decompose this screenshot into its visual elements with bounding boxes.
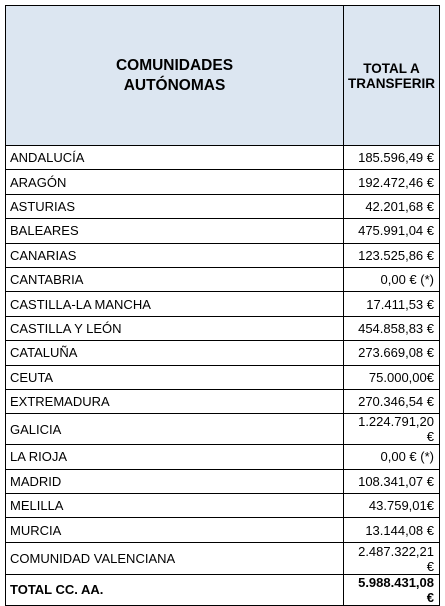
table-row: COMUNIDAD VALENCIANA 2.487.322,21 € bbox=[5, 541, 440, 575]
amount-cell: 108.341,07 € bbox=[343, 468, 440, 495]
table-row: ANDALUCÍA 185.596,49 € bbox=[5, 144, 440, 171]
amount-cell: 43.759,01€ bbox=[343, 493, 440, 519]
table-row: MELILLA 43.759,01€ bbox=[5, 493, 440, 519]
region-cell: CASTILLA Y LEÓN bbox=[5, 315, 344, 342]
region-cell: LA RIOJA bbox=[5, 444, 344, 470]
region-cell: CANTABRIA bbox=[5, 266, 344, 293]
region-cell: GALICIA bbox=[5, 413, 344, 446]
header-row: COMUNIDADES AUTÓNOMAS TOTAL A TRANSFERIR bbox=[5, 5, 440, 146]
table-row: LA RIOJA 0,00 € (*) bbox=[5, 444, 440, 470]
region-cell: BALEARES bbox=[5, 218, 344, 244]
region-cell: MELILLA bbox=[5, 493, 344, 519]
region-cell: ANDALUCÍA bbox=[5, 144, 344, 171]
amount-cell: 273.669,08 € bbox=[343, 340, 440, 366]
amount-cell: 75.000,00€ bbox=[343, 364, 440, 390]
amount-cell: 123.525,86 € bbox=[343, 242, 440, 268]
amount-cell: 0,00 € (*) bbox=[343, 444, 440, 470]
table-row: EXTREMADURA 270.346,54 € bbox=[5, 388, 440, 415]
region-cell: EXTREMADURA bbox=[5, 388, 344, 415]
table-row: CANARIAS 123.525,86 € bbox=[5, 242, 440, 268]
table-row: CASTILLA-LA MANCHA 17.411,53 € bbox=[5, 291, 440, 317]
amount-cell: 475.991,04 € bbox=[343, 218, 440, 244]
table-row: MURCIA 13.144,08 € bbox=[5, 517, 440, 543]
table-row: GALICIA 1.224.791,20 € bbox=[5, 413, 440, 446]
header-cell: TOTAL A TRANSFERIR bbox=[343, 5, 440, 146]
region-cell: CATALUÑA bbox=[5, 340, 344, 366]
total-amount: 5.988.431,08 € bbox=[343, 573, 440, 606]
amount-cell: 13.144,08 € bbox=[343, 517, 440, 543]
amount-cell: 1.224.791,20 € bbox=[343, 413, 440, 446]
region-cell: MADRID bbox=[5, 468, 344, 495]
region-cell: CEUTA bbox=[5, 364, 344, 390]
amount-cell: 192.472,46 € bbox=[343, 169, 440, 195]
amount-cell: 2.487.322,21 € bbox=[343, 541, 440, 575]
table-body: ANDALUCÍA 185.596,49 € ARAGÓN 192.472,46 € A… bbox=[5, 144, 440, 606]
table-row: ASTURIAS 42.201,68 € bbox=[5, 193, 440, 220]
table-row: BALEARES 475.991,04 € bbox=[5, 218, 440, 244]
table-header: COMUNIDADES AUTÓNOMAS TOTAL A TRANSFERIR bbox=[5, 5, 440, 146]
region-cell: COMUNIDAD VALENCIANA bbox=[5, 541, 344, 575]
header-cell: COMUNIDADES AUTÓNOMAS bbox=[5, 5, 344, 146]
table-row: ARAGÓN 192.472,46 € bbox=[5, 169, 440, 195]
table-row: CATALUÑA 273.669,08 € bbox=[5, 340, 440, 366]
table-row: CASTILLA Y LEÓN 454.858,83 € bbox=[5, 315, 440, 342]
region-cell: CANARIAS bbox=[5, 242, 344, 268]
total-row: TOTAL CC. AA. 5.988.431,08 € bbox=[5, 573, 440, 606]
region-cell: CASTILLA-LA MANCHA bbox=[5, 291, 344, 317]
region-cell: ARAGÓN bbox=[5, 169, 344, 195]
amount-cell: 17.411,53 € bbox=[343, 291, 440, 317]
table-row: CEUTA 75.000,00€ bbox=[5, 364, 440, 390]
total-label: TOTAL CC. AA. bbox=[5, 573, 344, 606]
table-row: MADRID 108.341,07 € bbox=[5, 468, 440, 495]
amount-cell: 185.596,49 € bbox=[343, 144, 440, 171]
amount-cell: 42.201,68 € bbox=[343, 193, 440, 220]
table-row: CANTABRIA 0,00 € (*) bbox=[5, 266, 440, 293]
amount-cell: 0,00 € (*) bbox=[343, 266, 440, 293]
region-cell: ASTURIAS bbox=[5, 193, 344, 220]
amount-cell: 270.346,54 € bbox=[343, 388, 440, 415]
region-cell: MURCIA bbox=[5, 517, 344, 543]
amount-cell: 454.858,83 € bbox=[343, 315, 440, 342]
transfer-table: COMUNIDADES AUTÓNOMAS TOTAL A TRANSFERIR… bbox=[5, 5, 440, 606]
